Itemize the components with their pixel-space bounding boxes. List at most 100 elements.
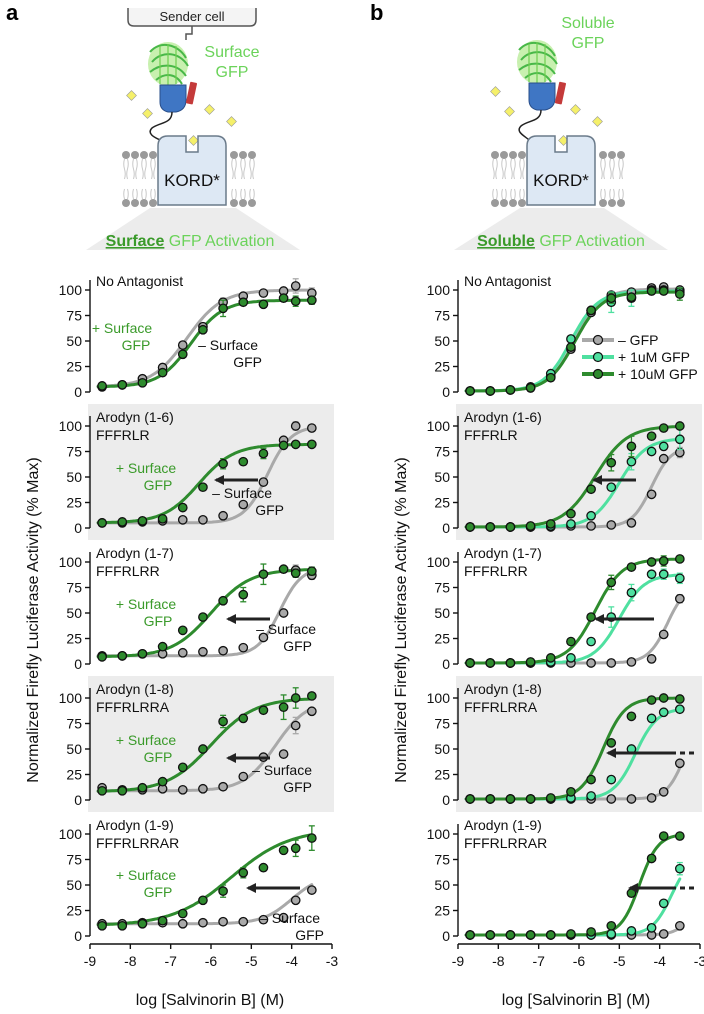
data-point bbox=[465, 386, 475, 396]
data-point bbox=[485, 794, 496, 804]
data-point bbox=[177, 762, 188, 773]
data-point bbox=[626, 441, 637, 452]
data-point bbox=[566, 519, 576, 529]
data-point bbox=[626, 926, 637, 936]
data-point bbox=[674, 421, 685, 431]
y-tick-label: 25 bbox=[66, 631, 82, 647]
chart-title: Arodyn (1-9) bbox=[96, 817, 174, 833]
data-point bbox=[525, 521, 536, 531]
data-point bbox=[566, 508, 576, 519]
series-annotation: GFP bbox=[233, 354, 262, 370]
lipid-head bbox=[599, 199, 607, 207]
data-point bbox=[586, 658, 596, 668]
title-bold-word: Surface bbox=[106, 233, 165, 250]
series-annotation: + Surface bbox=[116, 460, 177, 476]
data-point bbox=[674, 863, 685, 874]
title-banner bbox=[454, 208, 668, 250]
fit-curve bbox=[464, 425, 682, 529]
data-point bbox=[606, 920, 617, 931]
data-point bbox=[465, 658, 475, 668]
data-point bbox=[177, 918, 188, 929]
data-point bbox=[278, 749, 289, 759]
data-point bbox=[137, 516, 148, 526]
lipid-head bbox=[149, 151, 157, 159]
data-point bbox=[674, 831, 685, 841]
y-tick-label: 75 bbox=[66, 852, 82, 868]
y-tick-label: 25 bbox=[66, 767, 82, 783]
data-point bbox=[258, 288, 269, 298]
schematic-soluble-gfp: Soluble GFP KORD* Soluble GFP Activation bbox=[454, 15, 668, 250]
data-point bbox=[117, 517, 128, 527]
lipid-head bbox=[131, 199, 139, 207]
data-point bbox=[117, 380, 128, 390]
data-point bbox=[606, 774, 617, 785]
data-point bbox=[485, 522, 496, 532]
data-point bbox=[198, 895, 208, 906]
tag-icon bbox=[185, 81, 198, 105]
panel-b-letter: b bbox=[370, 0, 383, 25]
data-point bbox=[674, 694, 685, 704]
legend-marker-gray bbox=[592, 334, 604, 346]
y-tick-label: 50 bbox=[66, 469, 82, 485]
lipid-tail bbox=[123, 158, 129, 200]
data-point bbox=[278, 845, 289, 856]
data-point bbox=[465, 930, 475, 940]
data-point bbox=[290, 568, 301, 579]
data-point bbox=[658, 441, 669, 452]
ligand-icon bbox=[126, 90, 137, 101]
x-tick-label: -4 bbox=[653, 953, 666, 969]
lipid-head bbox=[131, 151, 139, 159]
data-point bbox=[566, 342, 576, 352]
data-point bbox=[626, 292, 637, 302]
data-point bbox=[157, 513, 168, 524]
data-point bbox=[646, 446, 657, 457]
data-point bbox=[290, 296, 301, 307]
y-tick-label: 100 bbox=[59, 554, 83, 570]
chart-subtitle: FFFRLRRAR bbox=[96, 835, 179, 851]
y-tick-label: 25 bbox=[66, 495, 82, 511]
series-annotation: GFP bbox=[295, 927, 324, 943]
y-tick-label: 100 bbox=[427, 554, 451, 570]
data-point bbox=[646, 489, 657, 500]
data-point bbox=[306, 833, 317, 843]
nanobody-icon bbox=[159, 84, 187, 113]
series-annotation: GFP bbox=[144, 749, 173, 765]
y-tick-label: 25 bbox=[434, 631, 450, 647]
data-point bbox=[674, 289, 685, 299]
series-annotation: – Surface bbox=[212, 485, 272, 501]
data-point bbox=[485, 658, 496, 668]
y-axis-label: Normalized Firefly Luciferase Activity (… bbox=[25, 457, 42, 782]
data-point bbox=[658, 786, 669, 797]
data-point bbox=[258, 477, 269, 487]
data-point bbox=[658, 423, 669, 433]
lipid-tail bbox=[240, 158, 246, 200]
data-point bbox=[290, 895, 301, 906]
data-point bbox=[198, 917, 208, 928]
data-point bbox=[218, 886, 228, 896]
data-point bbox=[505, 385, 516, 395]
x-tick-label: -3 bbox=[326, 953, 339, 969]
gfp-label-line2: GFP bbox=[572, 35, 605, 52]
x-tick-label: -8 bbox=[124, 953, 137, 969]
data-point bbox=[626, 711, 637, 722]
lipid-head bbox=[239, 151, 247, 159]
data-point bbox=[278, 702, 289, 713]
data-point bbox=[258, 914, 269, 925]
data-point bbox=[586, 510, 596, 521]
series-annotation: + Surface bbox=[92, 320, 153, 336]
data-point bbox=[97, 785, 107, 796]
y-tick-label: 0 bbox=[74, 656, 82, 672]
y-tick-label: 100 bbox=[59, 826, 83, 842]
data-point bbox=[646, 695, 657, 705]
data-point bbox=[177, 349, 188, 360]
data-point bbox=[505, 794, 516, 804]
ligand-icon bbox=[558, 135, 569, 146]
y-tick-label: 25 bbox=[434, 767, 450, 783]
data-point bbox=[137, 918, 148, 929]
series-annotation: – Surface bbox=[198, 337, 258, 353]
data-point bbox=[198, 612, 208, 622]
series-annotation: GFP bbox=[255, 502, 284, 518]
data-point bbox=[306, 706, 317, 717]
data-point bbox=[306, 566, 317, 577]
